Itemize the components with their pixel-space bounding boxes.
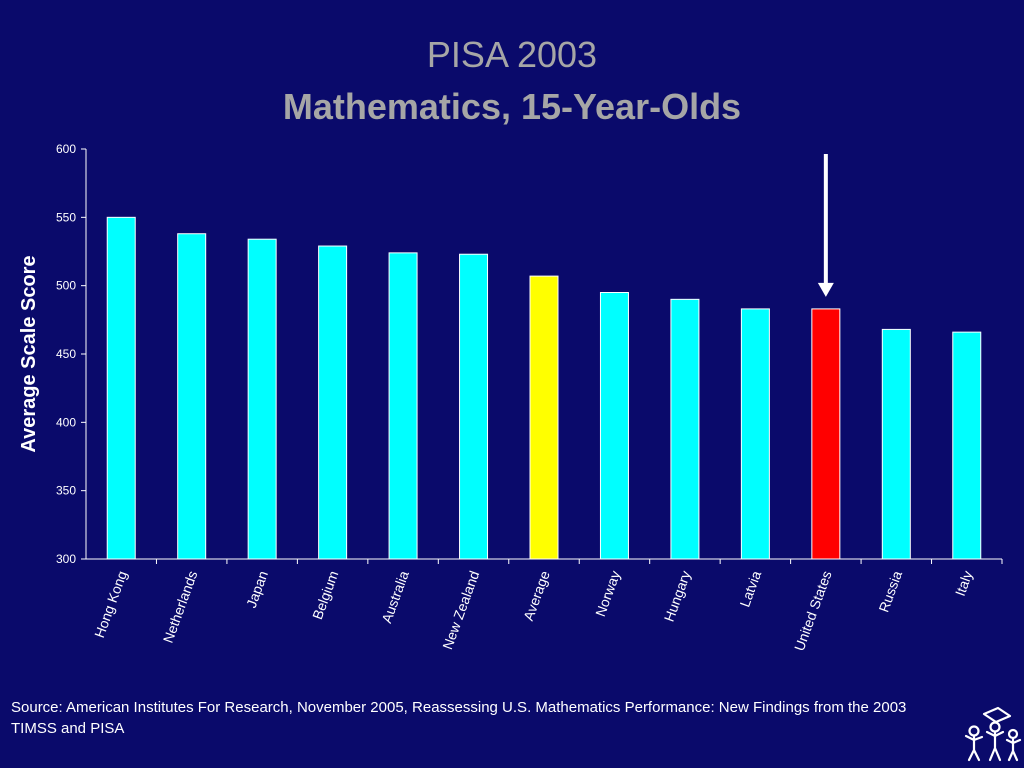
bar-australia [388, 252, 418, 560]
y-axis-ticks: 300 350 400 450 500 550 600 [56, 142, 86, 566]
x-tick-label: Australia [378, 568, 412, 625]
bars [106, 216, 982, 560]
y-axis-label: Average Scale Score [18, 255, 40, 452]
x-axis-tick-labels: Hong Kong Netherlands Japan Belgium Australi… [91, 559, 1003, 653]
x-tick-label: Russia [875, 568, 905, 614]
x-tick-label: Norway [592, 569, 623, 619]
y-tick-label: 550 [56, 210, 76, 224]
x-tick-label: Average [520, 568, 553, 622]
y-tick-label: 600 [56, 142, 76, 156]
bar-norway [599, 292, 629, 560]
y-tick-label: 450 [56, 347, 76, 361]
x-tick-label: United States [791, 569, 835, 653]
x-tick-label: Latvia [736, 568, 764, 609]
bar-netherlands [177, 233, 207, 560]
x-tick-label: Netherlands [160, 569, 201, 645]
bar-chart: 300 350 400 450 500 550 600 Hong Kong Netherlan… [18, 142, 1003, 653]
bar-hungary [670, 298, 700, 560]
y-tick-label: 300 [56, 552, 76, 566]
bar-united-states [811, 308, 841, 560]
x-tick-label: New Zealand [439, 569, 482, 652]
chart-subtitle: Mathematics, 15-Year-Olds [282, 86, 742, 127]
chart-title: PISA 2003 [426, 34, 598, 75]
y-tick-label: 400 [56, 415, 76, 429]
x-tick-label: Hungary [661, 569, 694, 624]
y-tick-label: 500 [56, 279, 76, 293]
bar-average [529, 275, 559, 560]
children-figures-logo-icon [964, 706, 1022, 762]
x-tick-label: Italy [952, 569, 976, 599]
x-tick-label: Belgium [309, 569, 341, 622]
bar-new-zealand [459, 253, 489, 560]
bar-belgium [318, 245, 348, 560]
bar-latvia [740, 308, 770, 560]
bar-italy [952, 331, 982, 560]
highlight-arrow [817, 154, 834, 297]
bar-japan [247, 238, 277, 560]
y-tick-label: 350 [56, 484, 76, 498]
source-note: Source: American Institutes For Research… [11, 699, 907, 737]
x-tick-label: Japan [243, 569, 271, 610]
x-tick-label: Hong Kong [91, 569, 130, 640]
bar-russia [881, 328, 911, 560]
arrow-head [817, 282, 834, 297]
bar-hong-kong [106, 216, 136, 560]
